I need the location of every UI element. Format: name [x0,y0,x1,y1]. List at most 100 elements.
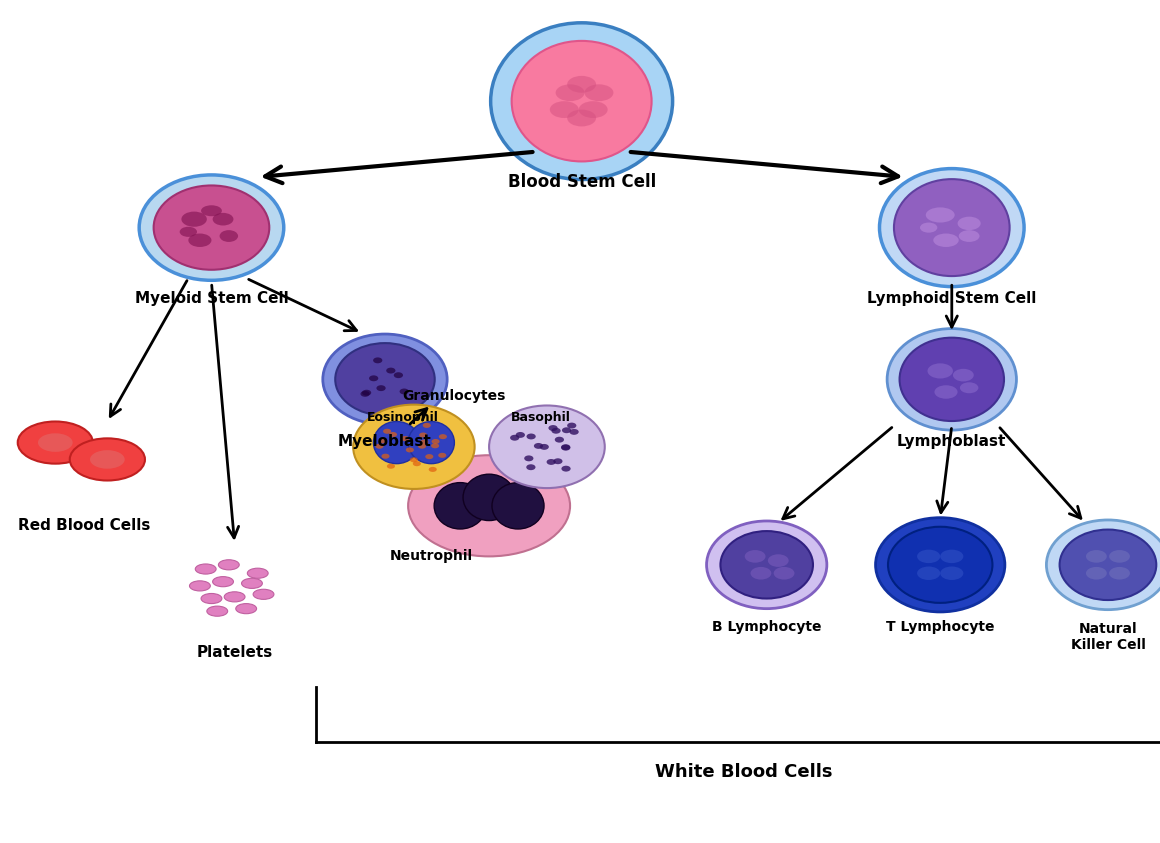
Ellipse shape [579,101,608,118]
Ellipse shape [139,175,284,281]
Ellipse shape [247,568,268,578]
Text: Blood Stem Cell: Blood Stem Cell [508,173,655,191]
Ellipse shape [941,550,963,563]
Ellipse shape [438,453,447,458]
Ellipse shape [561,427,571,433]
Ellipse shape [235,604,256,614]
Ellipse shape [409,457,418,462]
Ellipse shape [374,357,383,363]
Ellipse shape [361,391,370,397]
Ellipse shape [420,439,428,444]
Text: Myeloid Stem Cell: Myeloid Stem Cell [135,291,289,306]
Ellipse shape [17,422,93,464]
Ellipse shape [570,429,579,435]
Ellipse shape [553,459,563,464]
Ellipse shape [899,338,1005,421]
Ellipse shape [429,467,437,472]
Ellipse shape [206,606,227,616]
Ellipse shape [406,448,414,453]
Ellipse shape [432,443,440,448]
Ellipse shape [188,234,211,247]
Ellipse shape [382,454,390,459]
Ellipse shape [1046,520,1160,609]
Ellipse shape [413,461,421,466]
Text: Platelets: Platelets [196,645,273,660]
Ellipse shape [751,566,771,580]
Ellipse shape [510,435,520,441]
Ellipse shape [153,185,269,270]
Ellipse shape [551,427,560,433]
Ellipse shape [393,373,403,379]
Ellipse shape [378,438,386,443]
Ellipse shape [894,180,1009,277]
Ellipse shape [534,443,543,448]
Ellipse shape [768,555,789,566]
Ellipse shape [422,423,430,428]
Ellipse shape [918,550,941,563]
Ellipse shape [774,566,795,580]
Ellipse shape [70,438,145,481]
Ellipse shape [918,566,941,580]
Ellipse shape [954,369,973,381]
Ellipse shape [389,432,397,437]
Text: B Lymphocyte: B Lymphocyte [712,620,821,634]
Ellipse shape [561,444,571,450]
Ellipse shape [527,464,536,470]
Text: Eosinophil: Eosinophil [367,411,438,424]
Ellipse shape [218,560,239,570]
Ellipse shape [224,592,245,602]
Ellipse shape [212,213,233,225]
Ellipse shape [376,443,384,448]
Ellipse shape [408,455,570,556]
Ellipse shape [369,375,378,381]
Ellipse shape [490,405,604,488]
Ellipse shape [957,217,980,230]
Ellipse shape [253,589,274,599]
Ellipse shape [887,329,1016,430]
Ellipse shape [201,593,222,604]
Ellipse shape [941,566,963,580]
Ellipse shape [546,459,556,464]
Ellipse shape [426,454,434,459]
Ellipse shape [561,465,571,471]
Ellipse shape [561,445,571,451]
Ellipse shape [335,343,435,416]
Ellipse shape [720,531,813,599]
Ellipse shape [539,444,549,450]
Ellipse shape [189,581,210,591]
Ellipse shape [463,474,515,520]
Ellipse shape [374,422,420,464]
Ellipse shape [1059,529,1157,600]
Ellipse shape [527,433,536,439]
Text: Basophil: Basophil [512,411,571,424]
Ellipse shape [879,169,1024,287]
Text: Red Blood Cells: Red Blood Cells [19,518,151,534]
Ellipse shape [376,385,385,391]
Ellipse shape [928,363,954,379]
Ellipse shape [432,439,440,444]
Text: Myeloblast: Myeloblast [338,434,432,449]
Ellipse shape [889,527,993,603]
Ellipse shape [934,234,958,247]
Ellipse shape [195,564,216,574]
Ellipse shape [219,230,238,242]
Ellipse shape [958,230,979,242]
Ellipse shape [386,368,396,373]
Ellipse shape [959,383,978,393]
Ellipse shape [90,450,125,469]
Ellipse shape [491,23,673,180]
Ellipse shape [362,389,371,395]
Ellipse shape [567,422,577,428]
Text: Natural
Killer Cell: Natural Killer Cell [1071,622,1145,652]
Ellipse shape [745,550,766,563]
Ellipse shape [434,482,486,529]
Ellipse shape [212,577,233,587]
Ellipse shape [418,443,426,448]
Text: Lymphoid Stem Cell: Lymphoid Stem Cell [867,291,1037,306]
Ellipse shape [1086,566,1107,580]
Ellipse shape [876,518,1005,612]
Ellipse shape [920,223,937,233]
Ellipse shape [399,389,408,395]
Ellipse shape [1109,550,1130,563]
Ellipse shape [567,76,596,93]
